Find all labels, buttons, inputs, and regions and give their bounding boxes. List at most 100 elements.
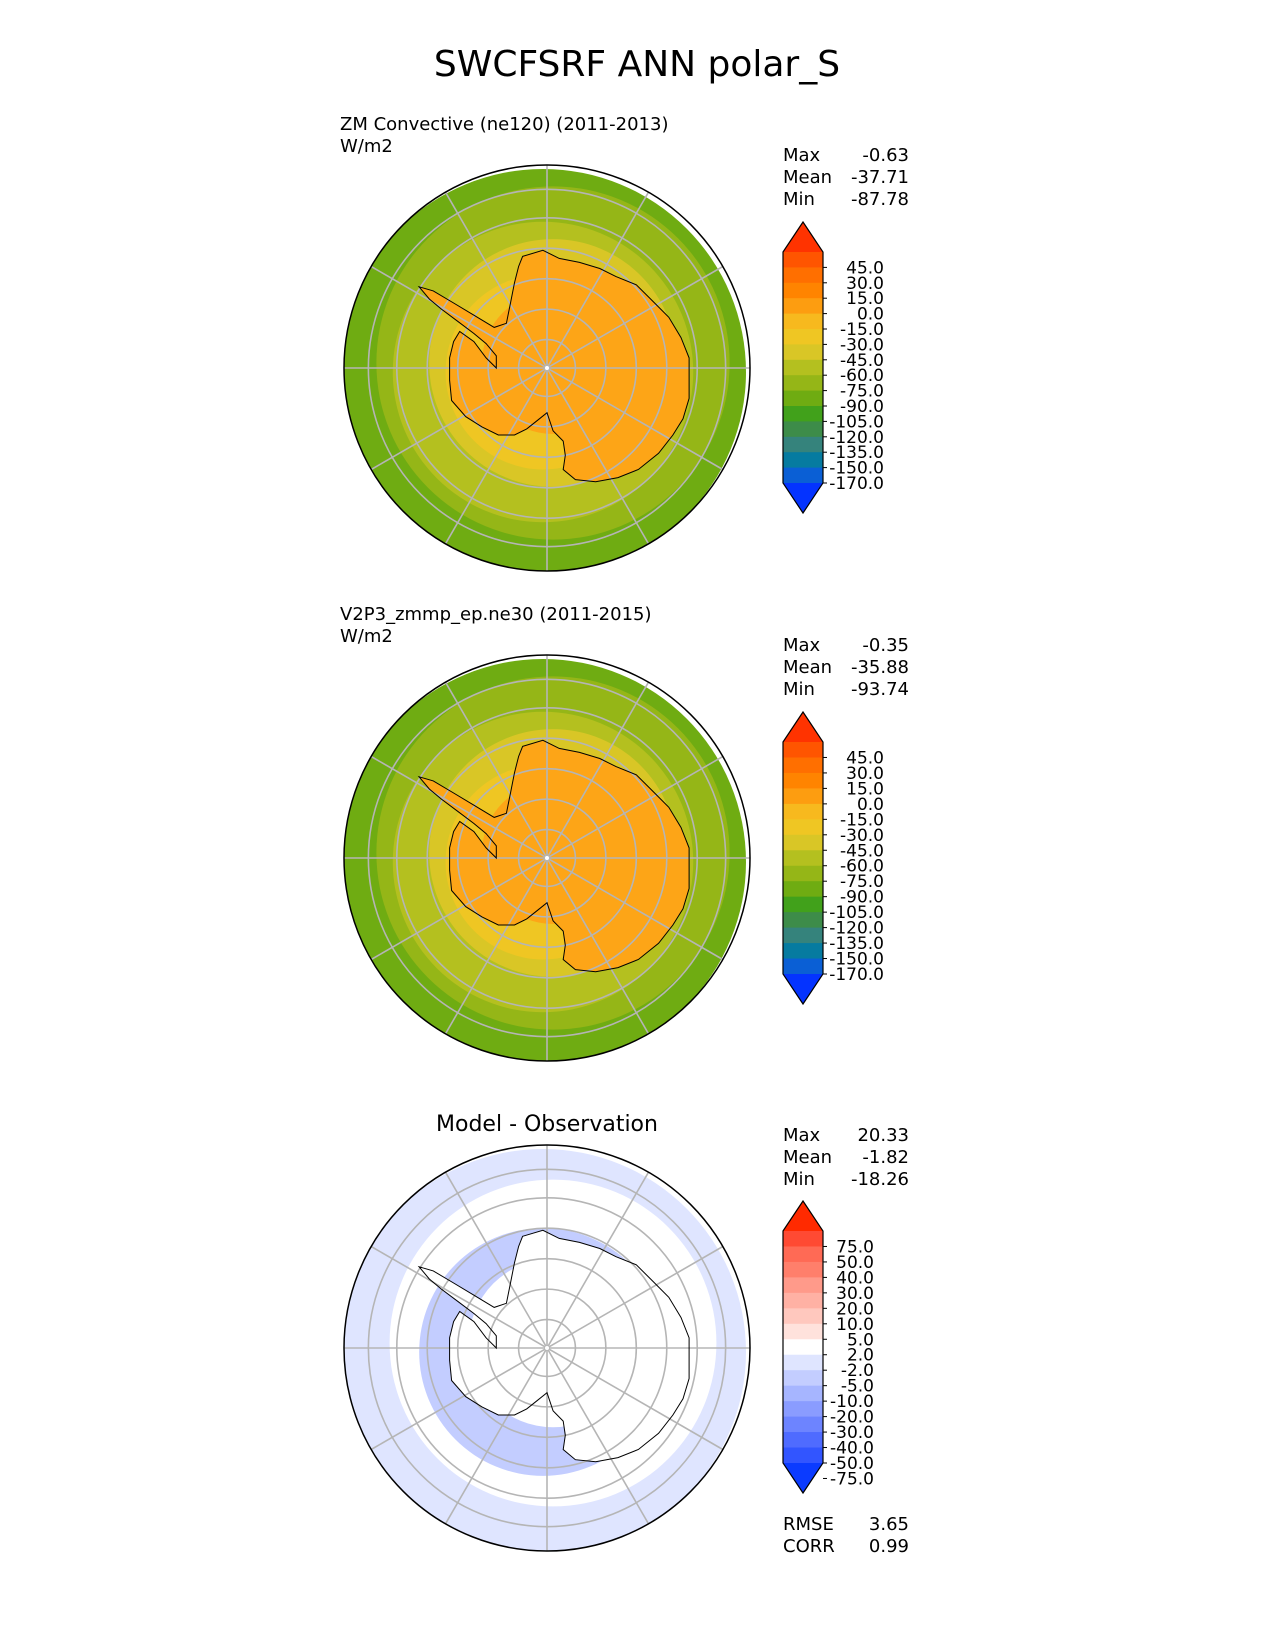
colorbar-cell	[783, 390, 823, 407]
figure-title: SWCFSRF ANN polar_S	[434, 44, 840, 85]
colorbar-tick-label: -60.0	[840, 366, 884, 386]
stat-value-rmse: 3.65	[869, 1514, 909, 1535]
map-panel-2: V2P3_zmmp_ep.ne30 (2011-2015)W/m2 Max -0.3…	[340, 604, 909, 1062]
colorbar-tick-label: 0.0	[857, 795, 884, 815]
colorbar-cell	[783, 1308, 823, 1325]
colorbar-cell	[783, 1339, 823, 1356]
colorbar-tick-label: 45.0	[846, 748, 884, 768]
colorbar-tick-label: -45.0	[840, 841, 884, 861]
panel-title: V2P3_zmmp_ep.ne30 (2011-2015)	[340, 604, 652, 625]
colorbar-cell	[783, 1416, 823, 1433]
colorbar-cell	[783, 359, 823, 376]
stat-value-min: -93.74	[851, 679, 909, 700]
stat-value-mean: -37.71	[851, 167, 909, 188]
colorbar-tick-label: 45.0	[846, 258, 884, 278]
colorbar: 75.050.040.030.020.010.05.02.0-2.0-5.0-1…	[782, 1199, 874, 1495]
stat-value-min: -18.26	[851, 1169, 909, 1190]
colorbar-cell	[783, 881, 823, 898]
colorbar-cell	[783, 1370, 823, 1387]
colorbar-tick-label: -15.0	[840, 810, 884, 830]
stat-label-corr: CORR	[783, 1536, 835, 1557]
colorbar-cell	[783, 1246, 823, 1263]
colorbar-tick-label: -120.0	[829, 428, 884, 448]
pole-marker	[545, 1346, 549, 1350]
colorbar-tick-label: 15.0	[846, 289, 884, 309]
continent-fill	[419, 1230, 690, 1462]
colorbar-cell	[783, 1292, 823, 1309]
colorbar-tick-label: 5.0	[847, 1330, 874, 1350]
panel-title: Model - Observation	[436, 1112, 658, 1137]
colorbar-tick-label: -30.0	[840, 335, 884, 355]
colorbar-cell	[783, 329, 823, 345]
colorbar-tick-label: -135.0	[829, 443, 884, 463]
colorbar-tick-label: 10.0	[836, 1315, 874, 1335]
colorbar-tick-label: -170.0	[829, 965, 884, 985]
stat-value-max: -0.63	[862, 145, 909, 166]
colorbar-extend-max	[783, 1201, 823, 1231]
colorbar-cell	[783, 467, 823, 484]
colorbar-cell	[783, 1323, 823, 1340]
colorbar-tick-label: -30.0	[830, 1423, 874, 1443]
colorbar-tick-label: 30.0	[846, 274, 884, 294]
colorbar-cell	[783, 1231, 823, 1247]
panel-units: W/m2	[340, 136, 393, 157]
colorbar-tick-label: -105.0	[829, 412, 884, 432]
map-border	[343, 1144, 751, 1552]
colorbar-tick-label: -50.0	[830, 1454, 874, 1474]
colorbar-cell	[783, 406, 823, 422]
colorbar-tick-label: -150.0	[829, 950, 884, 970]
colorbar-tick-label: -10.0	[830, 1392, 874, 1412]
colorbar-cell	[783, 252, 823, 268]
colorbar-tick-label: -20.0	[830, 1408, 874, 1428]
colorbar-cell	[783, 1401, 823, 1418]
colorbar-cell	[783, 834, 823, 851]
colorbar-cell	[783, 313, 823, 330]
stat-value-corr: 0.99	[869, 1536, 909, 1557]
stat-value-max: -0.35	[862, 635, 909, 656]
colorbar-tick-label: 0.0	[857, 305, 884, 325]
colorbar-tick-label: -40.0	[830, 1439, 874, 1459]
stat-label-max: Max	[783, 145, 821, 166]
continent-fill	[419, 250, 690, 482]
stat-label-min: Min	[783, 189, 815, 210]
colorbar-cell	[783, 1432, 823, 1449]
colorbar-tick-label: 15.0	[846, 779, 884, 799]
pole-marker	[545, 366, 549, 370]
colorbar-tick-label: -75.0	[830, 1469, 874, 1489]
stat-value-max: 20.33	[857, 1125, 909, 1146]
coastline	[417, 739, 690, 973]
colorbar-cell	[783, 927, 823, 944]
coastline	[417, 249, 690, 483]
stat-value-mean: -1.82	[862, 1147, 909, 1168]
map-border	[343, 654, 751, 1062]
stat-label-rmse: RMSE	[783, 1514, 834, 1535]
map-field	[344, 655, 750, 1061]
map-panel-3: Model - Observation Max 20.33 Mean -1.82 Min -…	[343, 1112, 909, 1557]
colorbar-cell	[783, 282, 823, 299]
colorbar-tick-label: 50.0	[836, 1253, 874, 1273]
map-field	[344, 1145, 750, 1551]
colorbar-cell	[783, 850, 823, 867]
colorbar-cell	[783, 267, 823, 284]
panel-title: ZM Convective (ne120) (2011-2013)	[340, 114, 668, 135]
colorbar-tick-label: 20.0	[836, 1299, 874, 1319]
colorbar-cell	[783, 1261, 823, 1278]
colorbar-extend-max	[783, 712, 823, 742]
colorbar-cell	[783, 772, 823, 789]
map-field	[344, 165, 750, 571]
colorbar-tick-label: -45.0	[840, 351, 884, 371]
stat-label-max: Max	[783, 1125, 821, 1146]
colorbar-cell	[783, 958, 823, 975]
colorbar-cell	[783, 436, 823, 453]
colorbar-cell	[783, 912, 823, 929]
panel-units: W/m2	[340, 626, 393, 647]
colorbar-tick-label: -150.0	[829, 459, 884, 479]
colorbar-cell	[783, 421, 823, 438]
colorbar-tick-label: 2.0	[847, 1346, 874, 1366]
colorbar-cell	[783, 1385, 823, 1402]
colorbar-cell	[783, 1447, 823, 1464]
coastline	[417, 1229, 690, 1463]
stat-label-mean: Mean	[783, 657, 832, 678]
colorbar: 45.030.015.00.0-15.0-30.0-45.0-60.0-75.0…	[782, 220, 884, 515]
